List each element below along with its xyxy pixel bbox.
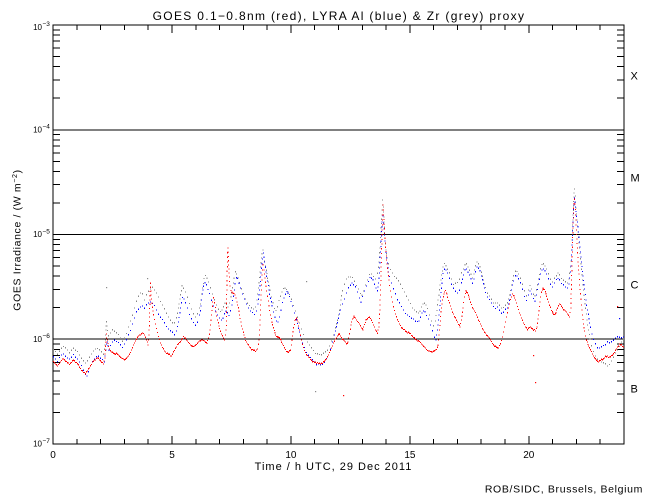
svg-text:Time / h UTC, 29 Dec 2011: Time / h UTC, 29 Dec 2011: [255, 461, 413, 473]
svg-text:10: 10: [33, 230, 42, 239]
svg-text:5: 5: [169, 450, 175, 461]
svg-text:−7: −7: [43, 438, 51, 445]
svg-text:10: 10: [285, 450, 297, 461]
svg-text:GOES Irradiance / (W m−2): GOES Irradiance / (W m−2): [12, 169, 24, 311]
svg-text:20: 20: [523, 450, 535, 461]
svg-text:0: 0: [50, 450, 56, 461]
svg-text:X: X: [631, 71, 639, 83]
svg-text:−5: −5: [43, 228, 51, 235]
svg-text:−6: −6: [43, 333, 51, 340]
svg-text:10: 10: [33, 125, 42, 134]
svg-text:10: 10: [33, 440, 42, 449]
svg-text:10: 10: [33, 335, 42, 344]
svg-text:15: 15: [404, 450, 416, 461]
svg-text:−3: −3: [43, 21, 51, 28]
svg-text:C: C: [631, 280, 639, 292]
svg-text:−4: −4: [43, 124, 51, 131]
svg-text:GOES 0.1−0.8nm (red), LYRA Al: GOES 0.1−0.8nm (red), LYRA Al (blue) & Z…: [153, 9, 526, 23]
svg-text:M: M: [631, 173, 640, 185]
svg-text:B: B: [631, 384, 638, 396]
svg-text:ROB/SIDC, Brussels, Belgium: ROB/SIDC, Brussels, Belgium: [485, 484, 643, 496]
svg-text:10: 10: [33, 23, 42, 32]
